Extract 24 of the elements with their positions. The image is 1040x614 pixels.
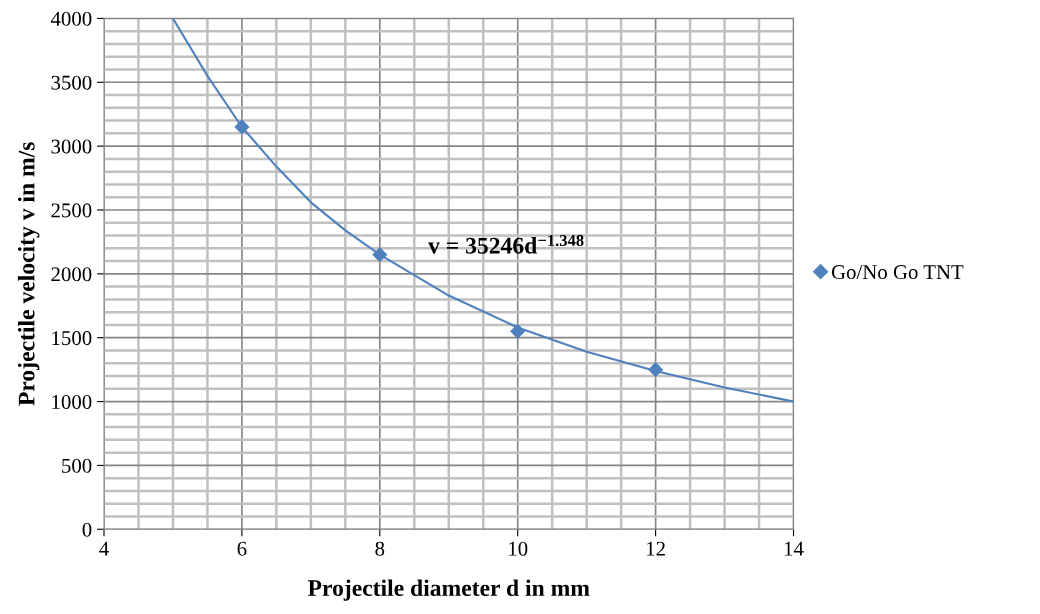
y-tick-label: 3500 <box>51 75 92 90</box>
point <box>648 362 664 378</box>
point <box>372 247 388 263</box>
x-tick-label: 10 <box>509 541 528 556</box>
point <box>510 323 526 339</box>
y-axis-title: Projectile velocity v in m/s <box>17 142 40 406</box>
y-tick-label: 500 <box>62 458 92 473</box>
y-tick-label: 1500 <box>52 331 92 346</box>
y-tick-label: 1000 <box>52 394 92 409</box>
x-tick-label: 14 <box>784 541 804 556</box>
legend-label: Go/No Go TNT <box>831 265 964 280</box>
x-tick-label: 12 <box>647 541 665 556</box>
y-tick-label: 2500 <box>51 203 92 218</box>
line-series <box>171 18 794 403</box>
annotation: v = 35246d$^{−1.348}$ <box>428 234 584 254</box>
x-tick-label: 6 <box>237 541 247 556</box>
y-tick-label: 3000 <box>51 139 92 154</box>
y-tick-label: 4000 <box>50 11 92 26</box>
x-axis-title: Projectile diameter d in mm <box>307 579 590 601</box>
y-tick-label: 0 <box>82 522 92 537</box>
x-tick-label: 4 <box>99 541 109 556</box>
y-tick-label: 2000 <box>51 267 92 282</box>
point <box>234 119 250 135</box>
x-tick-label: 8 <box>375 541 385 556</box>
